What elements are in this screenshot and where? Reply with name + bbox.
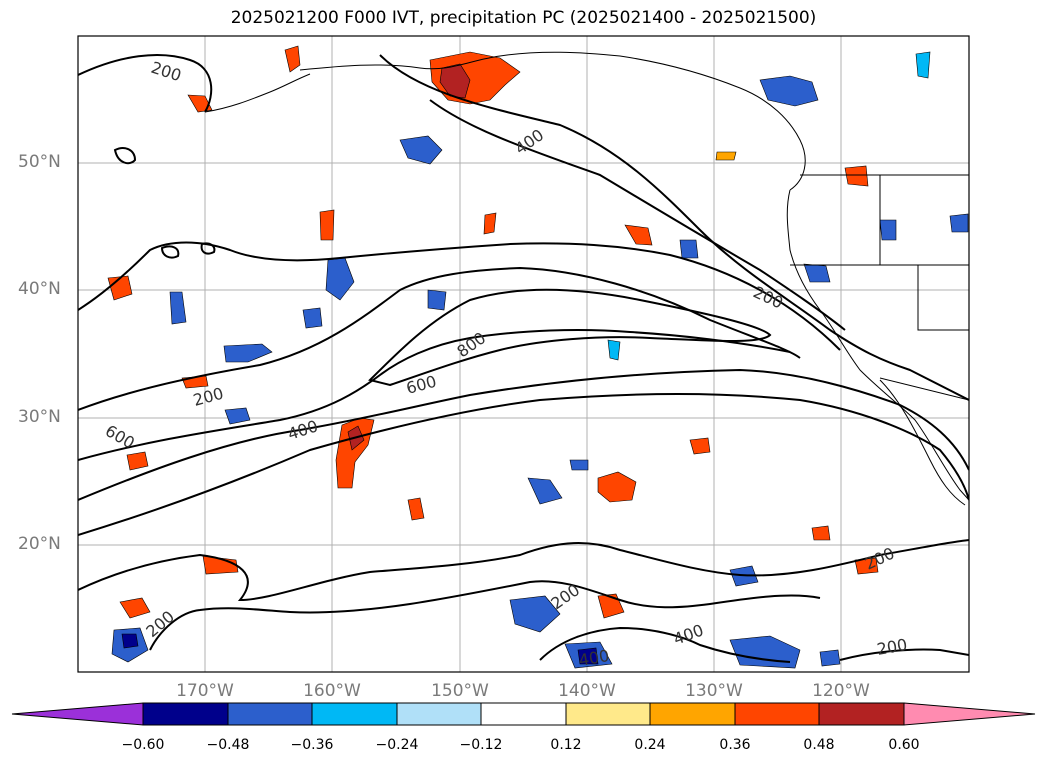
precip-patch — [679, 239, 699, 259]
precip-patch — [811, 525, 831, 541]
colorbar-bin — [565, 702, 651, 726]
colorbar-tick: 0.48 — [803, 737, 835, 753]
lat-label-20n: 20°N — [18, 534, 61, 554]
precip-patch — [819, 649, 841, 667]
aleutians — [204, 73, 311, 113]
colorbar-bin — [396, 702, 482, 726]
colorbar-tick: 0.36 — [719, 737, 751, 753]
colorbar-bin — [142, 702, 229, 726]
precip-patch — [624, 224, 653, 246]
us-states-border — [790, 175, 969, 331]
ivt-contour-200-north — [78, 54, 213, 113]
ivt-contour-200-tropics — [78, 539, 969, 602]
precip-patch — [399, 135, 443, 165]
alaska-coast — [299, 51, 806, 191]
precip-patch — [223, 343, 273, 363]
precip-patch — [527, 477, 563, 505]
lon-label-160w: 160°W — [303, 681, 361, 701]
colorbar — [11, 702, 1036, 726]
precip-patch — [169, 291, 187, 325]
colorbar-tick: 0.12 — [550, 737, 582, 753]
ivt-contour-200-tropics-2 — [149, 580, 821, 651]
lon-label-120w: 120°W — [812, 681, 870, 701]
coastlines — [204, 51, 969, 506]
precip-patch — [577, 647, 599, 665]
ivt-contour-200-se — [839, 648, 969, 661]
precip-patch — [302, 307, 323, 329]
colorbar-tick: −0.24 — [375, 737, 419, 753]
ivt-contour-600 — [78, 329, 791, 461]
colorbar-extend-low — [11, 702, 144, 726]
ivt-contour-small-1 — [113, 147, 137, 165]
precip-patch — [427, 289, 447, 311]
ivt-contour-200-south — [78, 393, 969, 536]
lon-label-130w: 130°W — [685, 681, 743, 701]
lat-label-40n: 40°N — [18, 279, 61, 299]
colorbar-bin — [734, 702, 820, 726]
precip-patch — [202, 555, 239, 575]
precip-patch — [949, 213, 969, 233]
precip-patch — [597, 471, 637, 503]
colorbar-bin — [311, 702, 398, 726]
lat-label-50n: 50°N — [18, 152, 61, 172]
precip-patch — [729, 635, 801, 669]
colorbar-extend-high — [903, 702, 1036, 726]
map-area — [78, 36, 969, 672]
precip-patch — [509, 595, 561, 633]
precip-patch — [844, 165, 869, 187]
colorbar-tick: 0.24 — [634, 737, 666, 753]
ivt-contours — [78, 54, 969, 663]
precip-patch — [187, 94, 213, 113]
lon-label-140w: 140°W — [558, 681, 616, 701]
precip-patch — [407, 497, 425, 521]
colorbar-bin — [480, 702, 567, 726]
precip-patch — [607, 339, 621, 361]
colorbar-tick: −0.60 — [121, 737, 165, 753]
precip-patch — [689, 437, 711, 455]
precip-patch — [759, 75, 819, 107]
map-title: 2025021200 F000 IVT, precipitation PC (2… — [230, 8, 817, 28]
precip-patch — [879, 219, 897, 241]
baja — [879, 379, 966, 506]
colorbar-tick: 0.60 — [888, 737, 920, 753]
precip-patch — [284, 45, 301, 73]
ivt-contour-small-2 — [160, 245, 180, 259]
precip-patch — [569, 459, 589, 471]
precip-patch — [915, 51, 931, 79]
colorbar-tick: −0.36 — [290, 737, 334, 753]
ivt-contour-400-tropics — [539, 626, 791, 663]
precip-patch — [121, 633, 139, 649]
ivt-contour-200-mid — [78, 241, 841, 351]
precip-negative-patches — [111, 51, 969, 669]
precip-patch — [224, 407, 251, 425]
precip-patch — [439, 63, 471, 99]
map-frame — [77, 35, 970, 673]
precip-patch — [319, 209, 335, 241]
colorbar-tick: −0.48 — [206, 737, 250, 753]
precip-patch — [126, 451, 149, 471]
lat-label-30n: 30°N — [18, 407, 61, 427]
precip-patch — [715, 151, 737, 161]
na-coast — [786, 189, 969, 501]
ivt-contour-400-mid — [78, 266, 801, 411]
ivt-contour-200-inner — [429, 99, 846, 331]
ivt-contour-800 — [368, 288, 772, 387]
lon-label-150w: 150°W — [431, 681, 489, 701]
colorbar-bin — [649, 702, 736, 726]
precip-patch — [483, 212, 497, 235]
ivt-contour-small-3 — [200, 242, 216, 255]
lon-label-170w: 170°W — [176, 681, 234, 701]
colorbar-bin — [818, 702, 905, 726]
colorbar-bin — [227, 702, 313, 726]
colorbar-tick: −0.12 — [459, 737, 503, 753]
mexico-border — [879, 377, 969, 401]
ivt-contour-400-north — [379, 54, 969, 401]
precip-patch — [119, 597, 151, 619]
